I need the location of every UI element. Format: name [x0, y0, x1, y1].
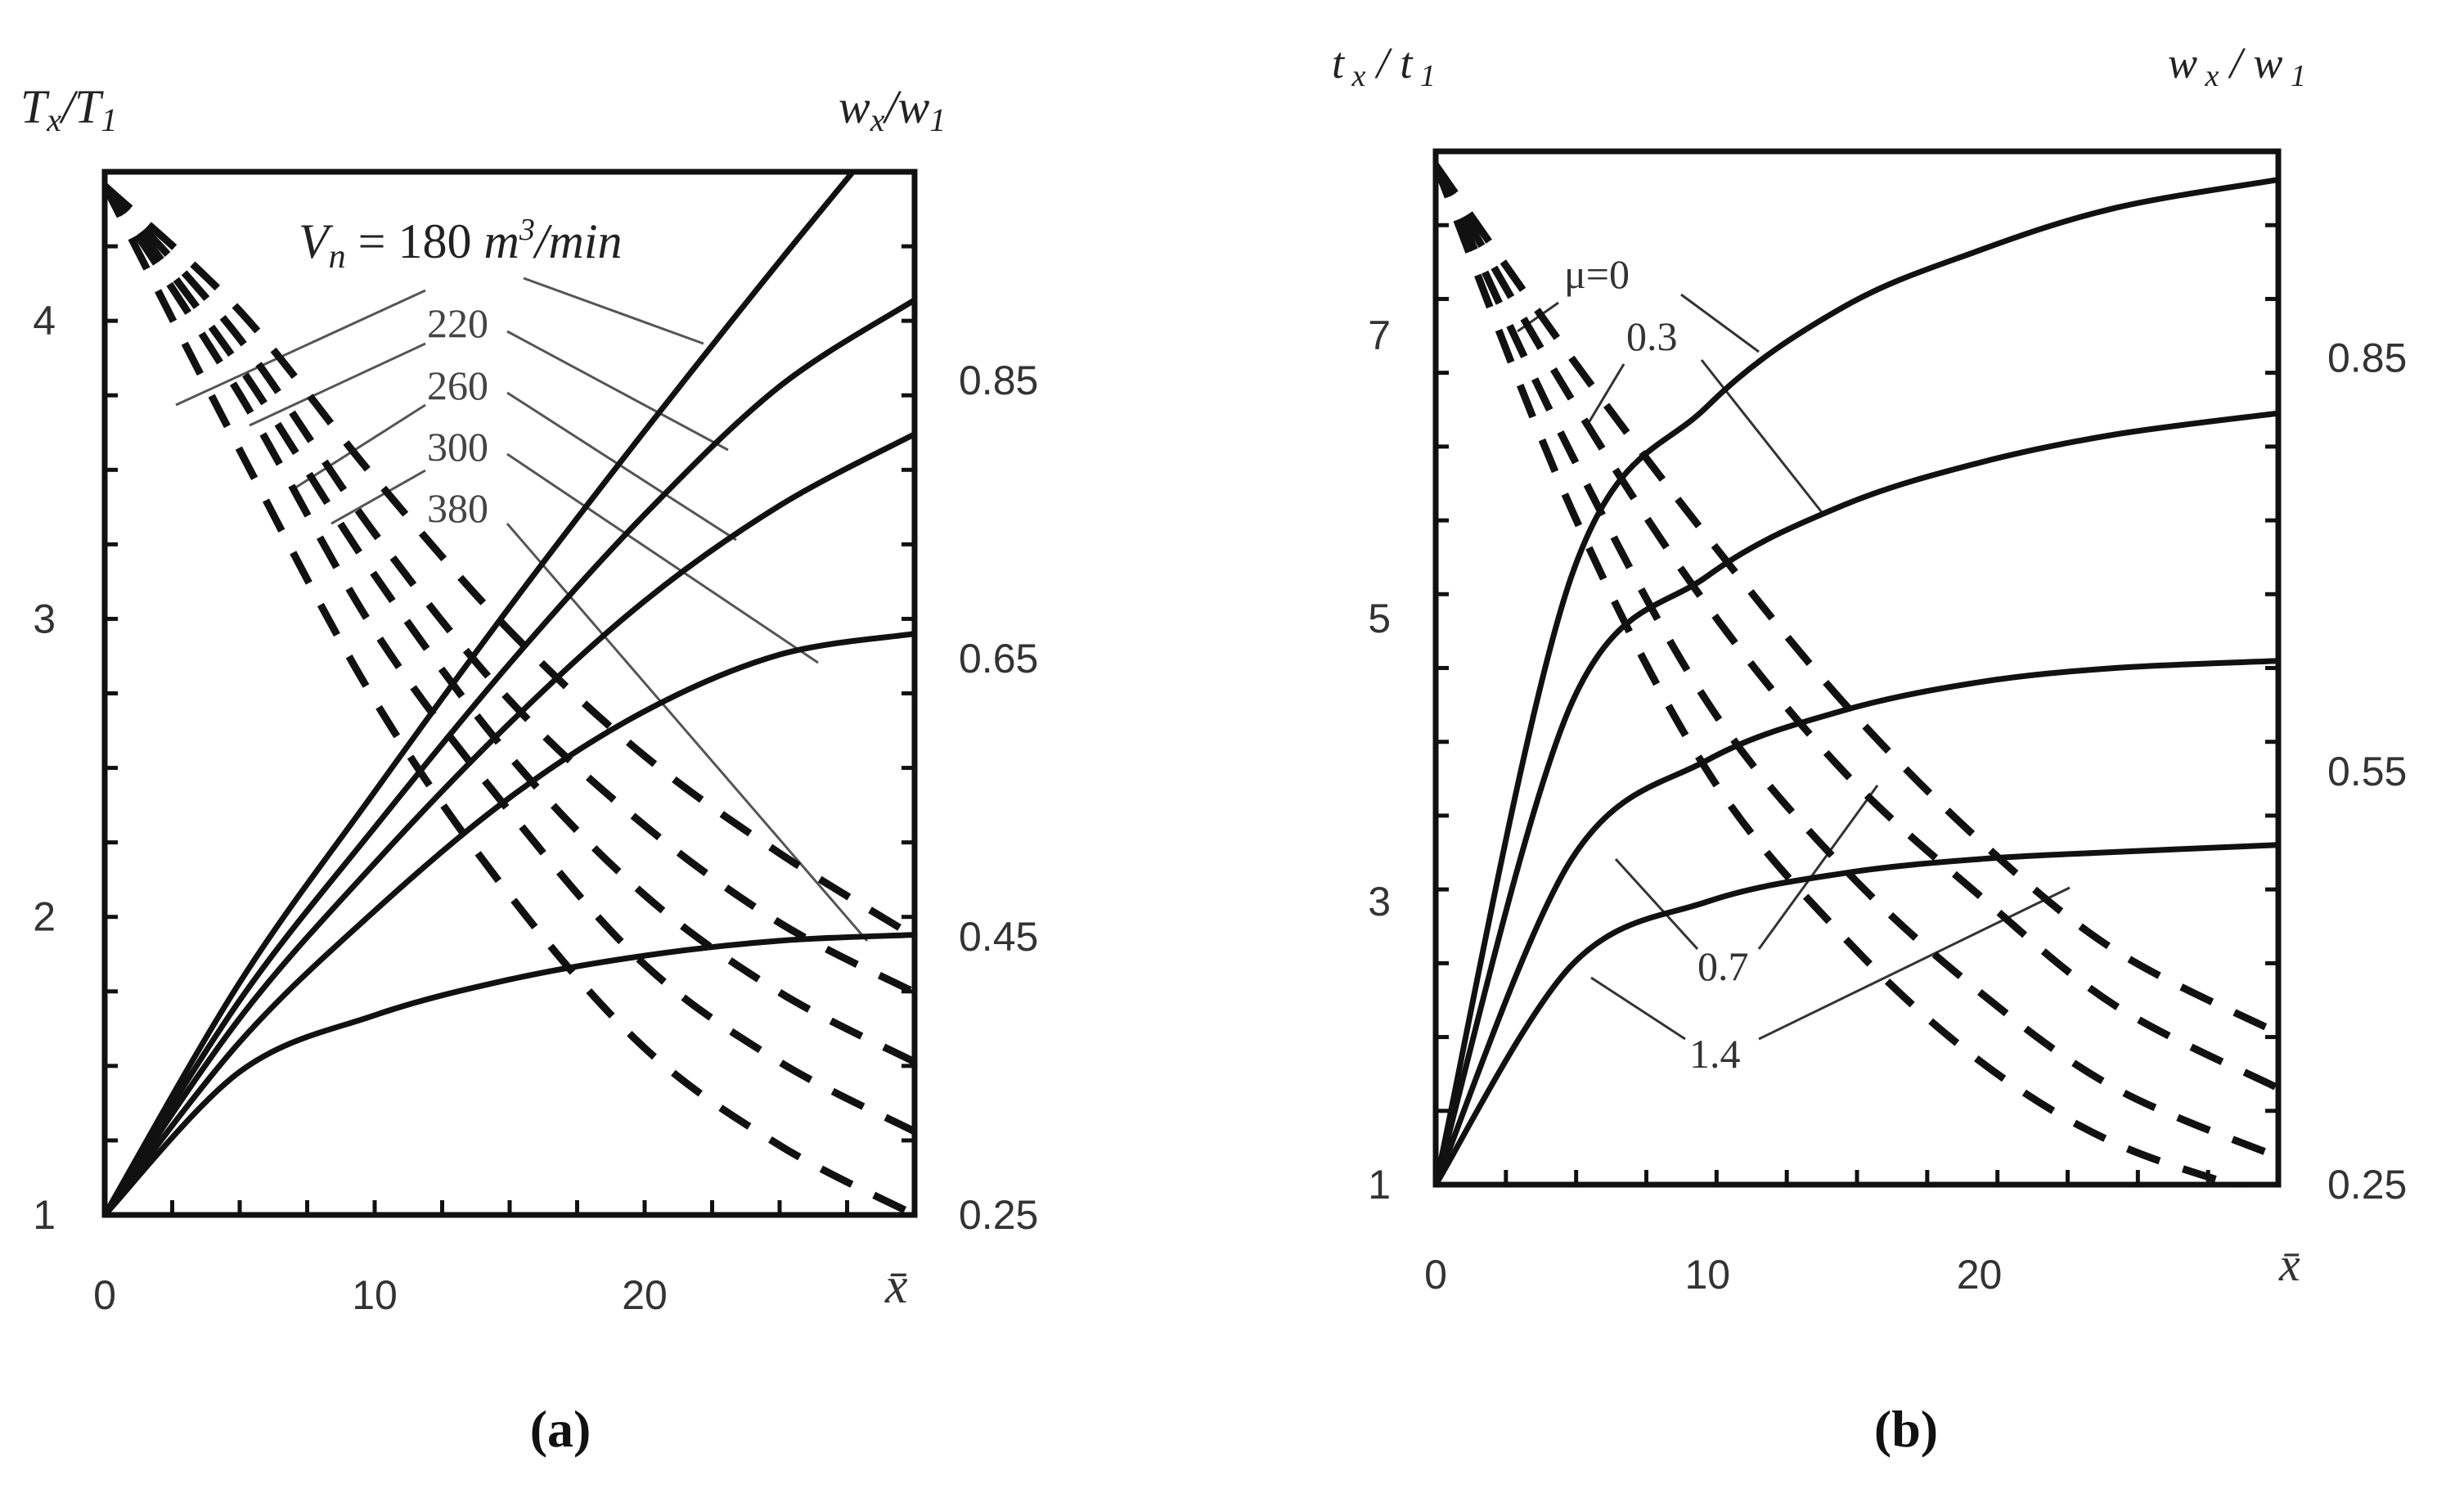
panel-b-temperature-curve-μ=0 [1436, 177, 2278, 1185]
panel-a-caption: (a) [530, 1400, 591, 1458]
panel-a-velocity-curve-220 [105, 183, 915, 996]
panel-b-y-right-label: w x / w 1 [2168, 38, 2306, 93]
panel-a-temperature-curve-220 [105, 297, 915, 1215]
panel-b-leader-07a [1614, 857, 1699, 951]
panel-b-x-tick-label: 0 [1424, 1252, 1447, 1298]
panel-a-leader-220b [506, 330, 729, 452]
panel-a-series-label-220: 220 [427, 300, 488, 346]
panel-b-temperature-curves [1436, 177, 2278, 1185]
panel-b-velocity-curves [1436, 163, 2278, 1185]
panel-a-leader-lines [175, 277, 869, 942]
panel-b-series-label-07: 0.7 [1697, 943, 1749, 989]
panel-b-velocity-curve-0.3 [1436, 163, 2278, 1092]
panel-b-y-left-tick-label: 1 [1368, 1162, 1391, 1208]
panel-b-y-left-tick-label: 7 [1368, 313, 1391, 358]
panel-a-y-left-label: Tx/T1 [20, 80, 117, 138]
panel-b-leader-14a [1590, 976, 1686, 1041]
panel-a-series-label-380: 380 [427, 485, 488, 531]
panel-b-y-left-tick-label: 3 [1368, 879, 1391, 924]
panel-b-y-right-tick-label: 0.55 [2327, 749, 2407, 794]
panel-a-x-tick-label: 0 [93, 1272, 116, 1318]
panel-b-velocity-curve-0.7 [1436, 163, 2278, 1161]
panel-b-velocity-curve-1.4 [1436, 164, 2246, 1185]
panel-b-leader-mu0b [1680, 293, 1760, 353]
panel-a-series-label-260: 260 [427, 362, 488, 408]
panel-a-x-label: x̄ [884, 1258, 908, 1314]
panel-a-y-right-tick-label: 0.25 [959, 1192, 1038, 1238]
panel-a: Tx/T1 wx/w1 Vn = 180 m3/min 220 260 300 … [20, 80, 1038, 1458]
panel-b-y-left-label: t x / t 1 [1332, 38, 1436, 93]
panel-a-leader-260a [249, 342, 426, 427]
panel-a-leader-220a [175, 289, 426, 407]
panel-a-velocity-curve-180 [105, 182, 915, 940]
panel-a-annotation: Vn = 180 m3/min [299, 213, 623, 276]
panel-a-y-right-tick-label: 0.85 [959, 358, 1038, 403]
panel-a-velocity-curve-380 [105, 183, 915, 1215]
panel-b-x-tick-label: 20 [1957, 1252, 2003, 1298]
panel-a-leader-180 [523, 277, 704, 345]
panel-a-y-left-tick-label: 4 [33, 298, 56, 344]
panel-a-y-left-tick-label: 3 [33, 596, 56, 641]
panel-b-x-label: x̄ [2278, 1238, 2300, 1291]
panel-b-series-label-03: 0.3 [1626, 313, 1678, 359]
panel-a-velocity-curve-300 [105, 183, 915, 1135]
panel-a-leader-380a [330, 469, 426, 525]
panel-b-y-right-tick-label: 0.85 [2327, 335, 2407, 381]
panel-a-x-tick-label: 10 [352, 1272, 398, 1318]
panel-b-y-right-tick-label: 0.25 [2327, 1162, 2407, 1208]
panel-a-leader-260b [506, 391, 737, 542]
panel-a-series-label-300: 300 [427, 424, 488, 470]
panel-b-caption: (b) [1874, 1400, 1938, 1458]
panel-b-series-label-mu0: μ=0 [1564, 251, 1630, 297]
panel-b-leader-03b [1700, 359, 1826, 516]
panel-a-y-right-label: wx/w1 [839, 80, 946, 138]
panel-b-leader-lines [1517, 293, 2071, 1041]
panel-b-temperature-curve-0.3 [1436, 410, 2278, 1185]
panel-b-temperature-curve-1.4 [1436, 842, 2278, 1185]
panel-b-velocity-curve-μ=0 [1436, 163, 2278, 1037]
panel-a-x-tick-label: 20 [622, 1272, 668, 1318]
panel-a-temperature-curve-300 [105, 631, 915, 1215]
panel-a-ticks: 0 10 20 1 2 3 4 0.25 0.45 0.65 0.85 [33, 244, 1038, 1318]
panel-b-x-tick-label: 10 [1684, 1252, 1730, 1298]
panel-b-leader-03a [1585, 363, 1625, 426]
panel-b-leader-14b [1758, 886, 2071, 1041]
panel-a-velocity-curves [105, 182, 915, 1215]
panel-a-y-left-tick-label: 2 [33, 894, 56, 940]
panel-b-temperature-curve-0.7 [1436, 658, 2278, 1185]
panel-a-temperature-curve-380 [105, 932, 915, 1215]
panel-a-leader-380b [506, 523, 869, 942]
panel-a-leader-300b [506, 452, 819, 664]
panel-a-temperature-curve-180 [105, 172, 857, 1215]
panel-a-temperature-curve-260 [105, 431, 915, 1215]
panel-a-velocity-curve-260 [105, 183, 915, 1065]
panel-b: t x / t 1 w x / w 1 μ=0 0.3 0.7 1.4 0 10 2… [1332, 38, 2407, 1458]
panel-b-leader-07b [1757, 785, 1879, 950]
panel-b-y-left-tick-label: 5 [1368, 596, 1391, 641]
panel-a-y-right-tick-label: 0.65 [959, 636, 1038, 682]
panel-a-y-left-tick-label: 1 [33, 1192, 56, 1238]
panel-b-ticks: 0 10 20 1 3 5 7 0.25 0.55 0.85 [1368, 223, 2407, 1298]
panel-b-series-label-14: 1.4 [1689, 1031, 1741, 1077]
panel-a-y-right-tick-label: 0.45 [959, 914, 1038, 960]
